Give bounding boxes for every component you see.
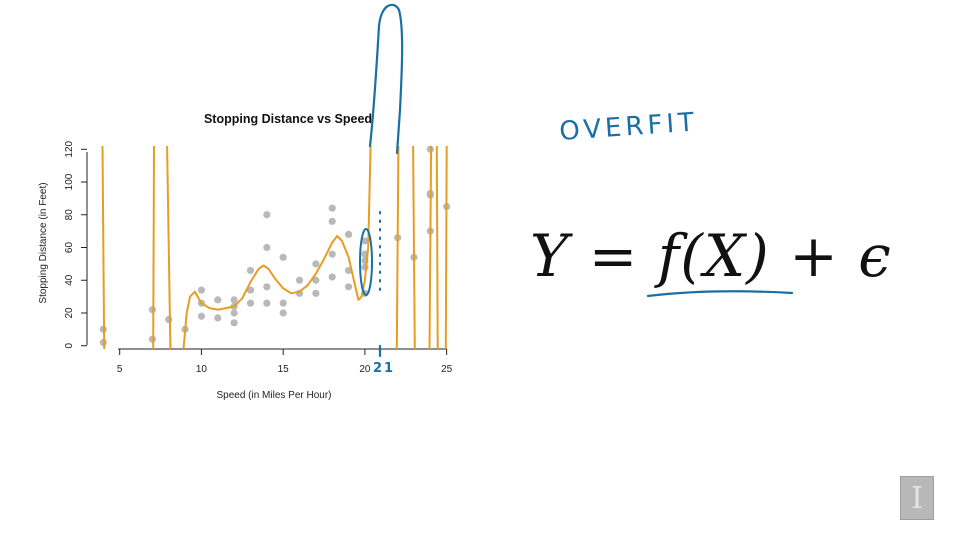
x-axis-ticks: 5 10 15 20 25 bbox=[117, 349, 453, 375]
x-tick-label: 5 bbox=[117, 364, 123, 375]
data-point bbox=[230, 309, 238, 317]
axis-mark-21: 21 bbox=[373, 361, 395, 376]
data-point bbox=[263, 283, 271, 291]
data-point bbox=[344, 230, 353, 239]
data-point bbox=[230, 296, 238, 304]
y-tick-label: 60 bbox=[64, 242, 75, 254]
fit-curve-segment bbox=[412, 145, 416, 350]
data-point bbox=[279, 309, 287, 317]
x-tick-label: 15 bbox=[278, 364, 290, 375]
data-point bbox=[328, 204, 336, 212]
equation-underline bbox=[646, 290, 794, 298]
y-tick-label: 40 bbox=[64, 274, 75, 286]
fit-curve-segment bbox=[182, 145, 372, 350]
overfit-loop-stroke bbox=[368, 3, 404, 155]
y-tick-label: 0 bbox=[64, 343, 75, 349]
logo-badge: I bbox=[900, 476, 934, 520]
data-point bbox=[344, 283, 353, 291]
y-tick-label: 80 bbox=[64, 209, 75, 221]
data-point bbox=[328, 250, 336, 258]
y-tick-label: 20 bbox=[64, 307, 75, 319]
fit-curve-segment bbox=[101, 145, 106, 350]
data-point bbox=[328, 273, 336, 281]
fit-curve-segment bbox=[428, 145, 433, 350]
data-point bbox=[246, 299, 255, 307]
data-point bbox=[263, 243, 271, 252]
fit-curve-segment bbox=[444, 145, 448, 350]
y-tick-label: 100 bbox=[64, 173, 75, 190]
data-point bbox=[197, 286, 206, 294]
data-point bbox=[312, 289, 320, 297]
fitted-curve bbox=[101, 145, 448, 350]
x-tick-label: 20 bbox=[359, 364, 371, 375]
data-point bbox=[214, 314, 222, 322]
x-axis-label: Speed (in Miles Per Hour) bbox=[216, 390, 331, 401]
y-axis-ticks: 0 20 40 60 80 100 120 bbox=[64, 140, 87, 349]
data-point bbox=[165, 315, 173, 324]
highlight-ellipse bbox=[359, 228, 373, 296]
data-point bbox=[263, 299, 271, 307]
fit-curve-segment bbox=[395, 145, 400, 350]
model-equation: Y = f(X) + ϵ bbox=[530, 222, 892, 290]
data-point bbox=[230, 319, 238, 327]
ink-annotations: 21 OVERFIT bbox=[359, 3, 794, 376]
data-point bbox=[361, 237, 369, 245]
data-point bbox=[279, 253, 287, 261]
data-point bbox=[214, 296, 222, 304]
y-tick-label: 120 bbox=[64, 140, 75, 157]
fit-curve-segment bbox=[152, 145, 155, 350]
fit-curve-segment bbox=[435, 145, 439, 350]
data-point bbox=[246, 286, 255, 294]
plot-area: 5 10 15 20 25 0 20 40 60 80 100 120 bbox=[64, 140, 453, 375]
x-tick-label: 25 bbox=[441, 364, 453, 375]
overfit-annotation: OVERFIT bbox=[558, 107, 699, 147]
fit-curve-segment bbox=[166, 145, 172, 350]
data-point bbox=[246, 266, 255, 275]
y-axis-label: Stopping Distance (in Feet) bbox=[38, 182, 49, 303]
data-point bbox=[263, 211, 271, 219]
data-point bbox=[295, 276, 304, 284]
data-point bbox=[312, 276, 320, 284]
data-point bbox=[279, 299, 287, 307]
chart-title: Stopping Distance vs Speed bbox=[204, 112, 372, 126]
data-point bbox=[328, 217, 336, 225]
x-tick-label: 10 bbox=[196, 364, 208, 375]
data-point bbox=[197, 312, 206, 320]
data-point bbox=[312, 260, 320, 268]
